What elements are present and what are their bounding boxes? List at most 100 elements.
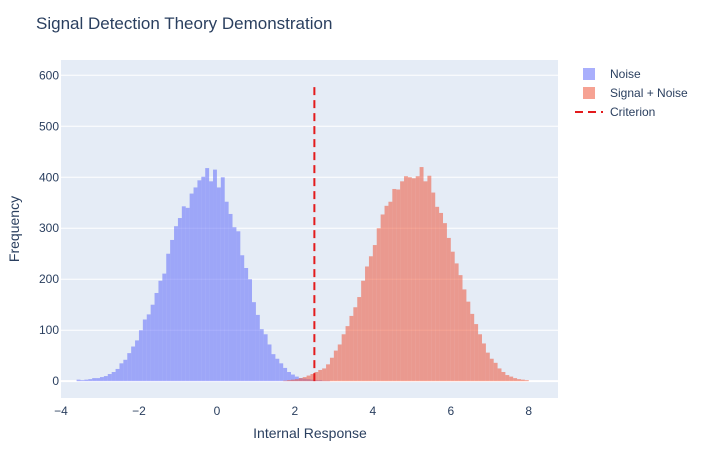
histogram-bar — [181, 206, 186, 382]
histogram-bar — [474, 324, 479, 382]
histogram-bar — [283, 380, 288, 382]
histogram-bar — [193, 187, 198, 382]
histogram-bar — [138, 330, 143, 382]
x-axis-label: Internal Response — [253, 425, 367, 441]
histogram-bar — [333, 350, 338, 382]
histogram-bar — [322, 368, 327, 382]
histogram-bar — [267, 344, 272, 382]
histogram-bar — [466, 301, 471, 382]
legend-label: Signal + Noise — [610, 86, 688, 100]
histogram-bar — [524, 380, 529, 382]
histogram-bar — [427, 175, 432, 382]
histogram-bar — [189, 193, 194, 382]
histogram-bar — [135, 340, 139, 382]
histogram-bar — [252, 302, 256, 382]
histogram-bar — [341, 334, 346, 382]
histogram-bar — [368, 256, 373, 382]
histogram-bar — [446, 237, 451, 382]
legend-item[interactable]: Criterion — [575, 105, 655, 119]
histogram-bar — [99, 377, 104, 382]
legend-item[interactable]: Signal + Noise — [583, 86, 688, 100]
histogram-bar — [326, 364, 330, 382]
histogram-bar — [513, 378, 518, 382]
histogram-bar — [232, 227, 237, 382]
x-tick-label: −2 — [132, 404, 146, 418]
histogram-bar — [142, 319, 147, 382]
histogram-bar — [76, 379, 81, 382]
histogram-bar — [361, 280, 366, 382]
legend[interactable]: Noise Signal + Noise Criterion — [575, 67, 688, 119]
x-tick-label: −4 — [54, 404, 68, 418]
histogram-bar — [213, 169, 217, 382]
histogram-bar — [131, 346, 136, 382]
histogram-bar — [372, 245, 377, 382]
histogram-bar — [384, 205, 389, 382]
legend-label: Noise — [610, 67, 641, 81]
histogram-bar — [271, 354, 276, 382]
legend-item[interactable]: Noise — [583, 67, 641, 81]
y-tick-label: 300 — [39, 221, 59, 235]
histogram-bar — [380, 214, 385, 382]
histogram-bar — [115, 368, 120, 382]
histogram-bar — [431, 192, 436, 382]
y-tick-label: 400 — [39, 170, 59, 184]
histogram-bar — [497, 368, 502, 382]
histogram-bar — [263, 334, 268, 382]
histogram-bar — [345, 326, 350, 382]
histogram-bar — [107, 374, 112, 382]
histogram-bar — [520, 379, 525, 382]
histogram-bar — [481, 343, 486, 382]
series-0-bars — [76, 168, 330, 382]
histogram-bar — [119, 363, 124, 382]
histogram-bar — [337, 344, 342, 382]
x-tick-label: 4 — [369, 404, 376, 418]
histogram-bar — [290, 374, 295, 382]
histogram-bar — [205, 168, 210, 382]
histogram-bar — [298, 378, 303, 382]
histogram-bar — [349, 315, 354, 382]
histogram-bar — [248, 279, 253, 382]
histogram-bars — [76, 167, 529, 382]
histogram-bar — [407, 177, 412, 382]
legend-swatch — [583, 87, 595, 99]
histogram-bar — [404, 176, 408, 382]
histogram-bar — [439, 212, 444, 382]
histogram-bar — [244, 268, 249, 382]
histogram-bar — [279, 363, 284, 382]
histogram-bar — [306, 375, 311, 382]
histogram-bar — [415, 176, 420, 382]
histogram-bar — [255, 314, 260, 382]
histogram-bar — [287, 380, 291, 382]
histogram-bar — [509, 376, 514, 382]
histogram-bar — [209, 181, 214, 382]
histogram-bar — [357, 297, 362, 382]
y-tick-label: 100 — [39, 323, 59, 337]
y-tick-label: 600 — [39, 68, 59, 82]
histogram-bar — [419, 167, 424, 382]
histogram-bar — [80, 380, 85, 382]
histogram-bar — [329, 357, 334, 382]
histogram-bar — [489, 358, 494, 382]
histogram-bar — [166, 253, 171, 382]
histogram-bar — [411, 178, 416, 382]
histogram-bar — [396, 189, 401, 382]
histogram-bar — [220, 177, 225, 382]
histogram-bar — [146, 314, 151, 382]
histogram-bar — [365, 266, 369, 382]
histogram-bar — [259, 329, 264, 382]
y-tick-label: 0 — [52, 374, 59, 388]
y-axis-label: Frequency — [6, 196, 22, 262]
histogram-bar — [201, 176, 206, 382]
histogram-bar — [478, 334, 482, 382]
x-tick-label: 2 — [292, 404, 299, 418]
histogram-bar — [376, 228, 381, 382]
histogram-bar — [505, 375, 510, 382]
x-tick-label: 6 — [447, 404, 454, 418]
histogram-bar — [92, 378, 97, 382]
histogram-bar — [127, 353, 132, 382]
histogram-bar — [290, 379, 295, 382]
histogram-bar — [470, 313, 475, 382]
histogram-bar — [294, 379, 299, 382]
histogram-bar — [423, 181, 428, 382]
histogram-bar — [318, 369, 323, 382]
